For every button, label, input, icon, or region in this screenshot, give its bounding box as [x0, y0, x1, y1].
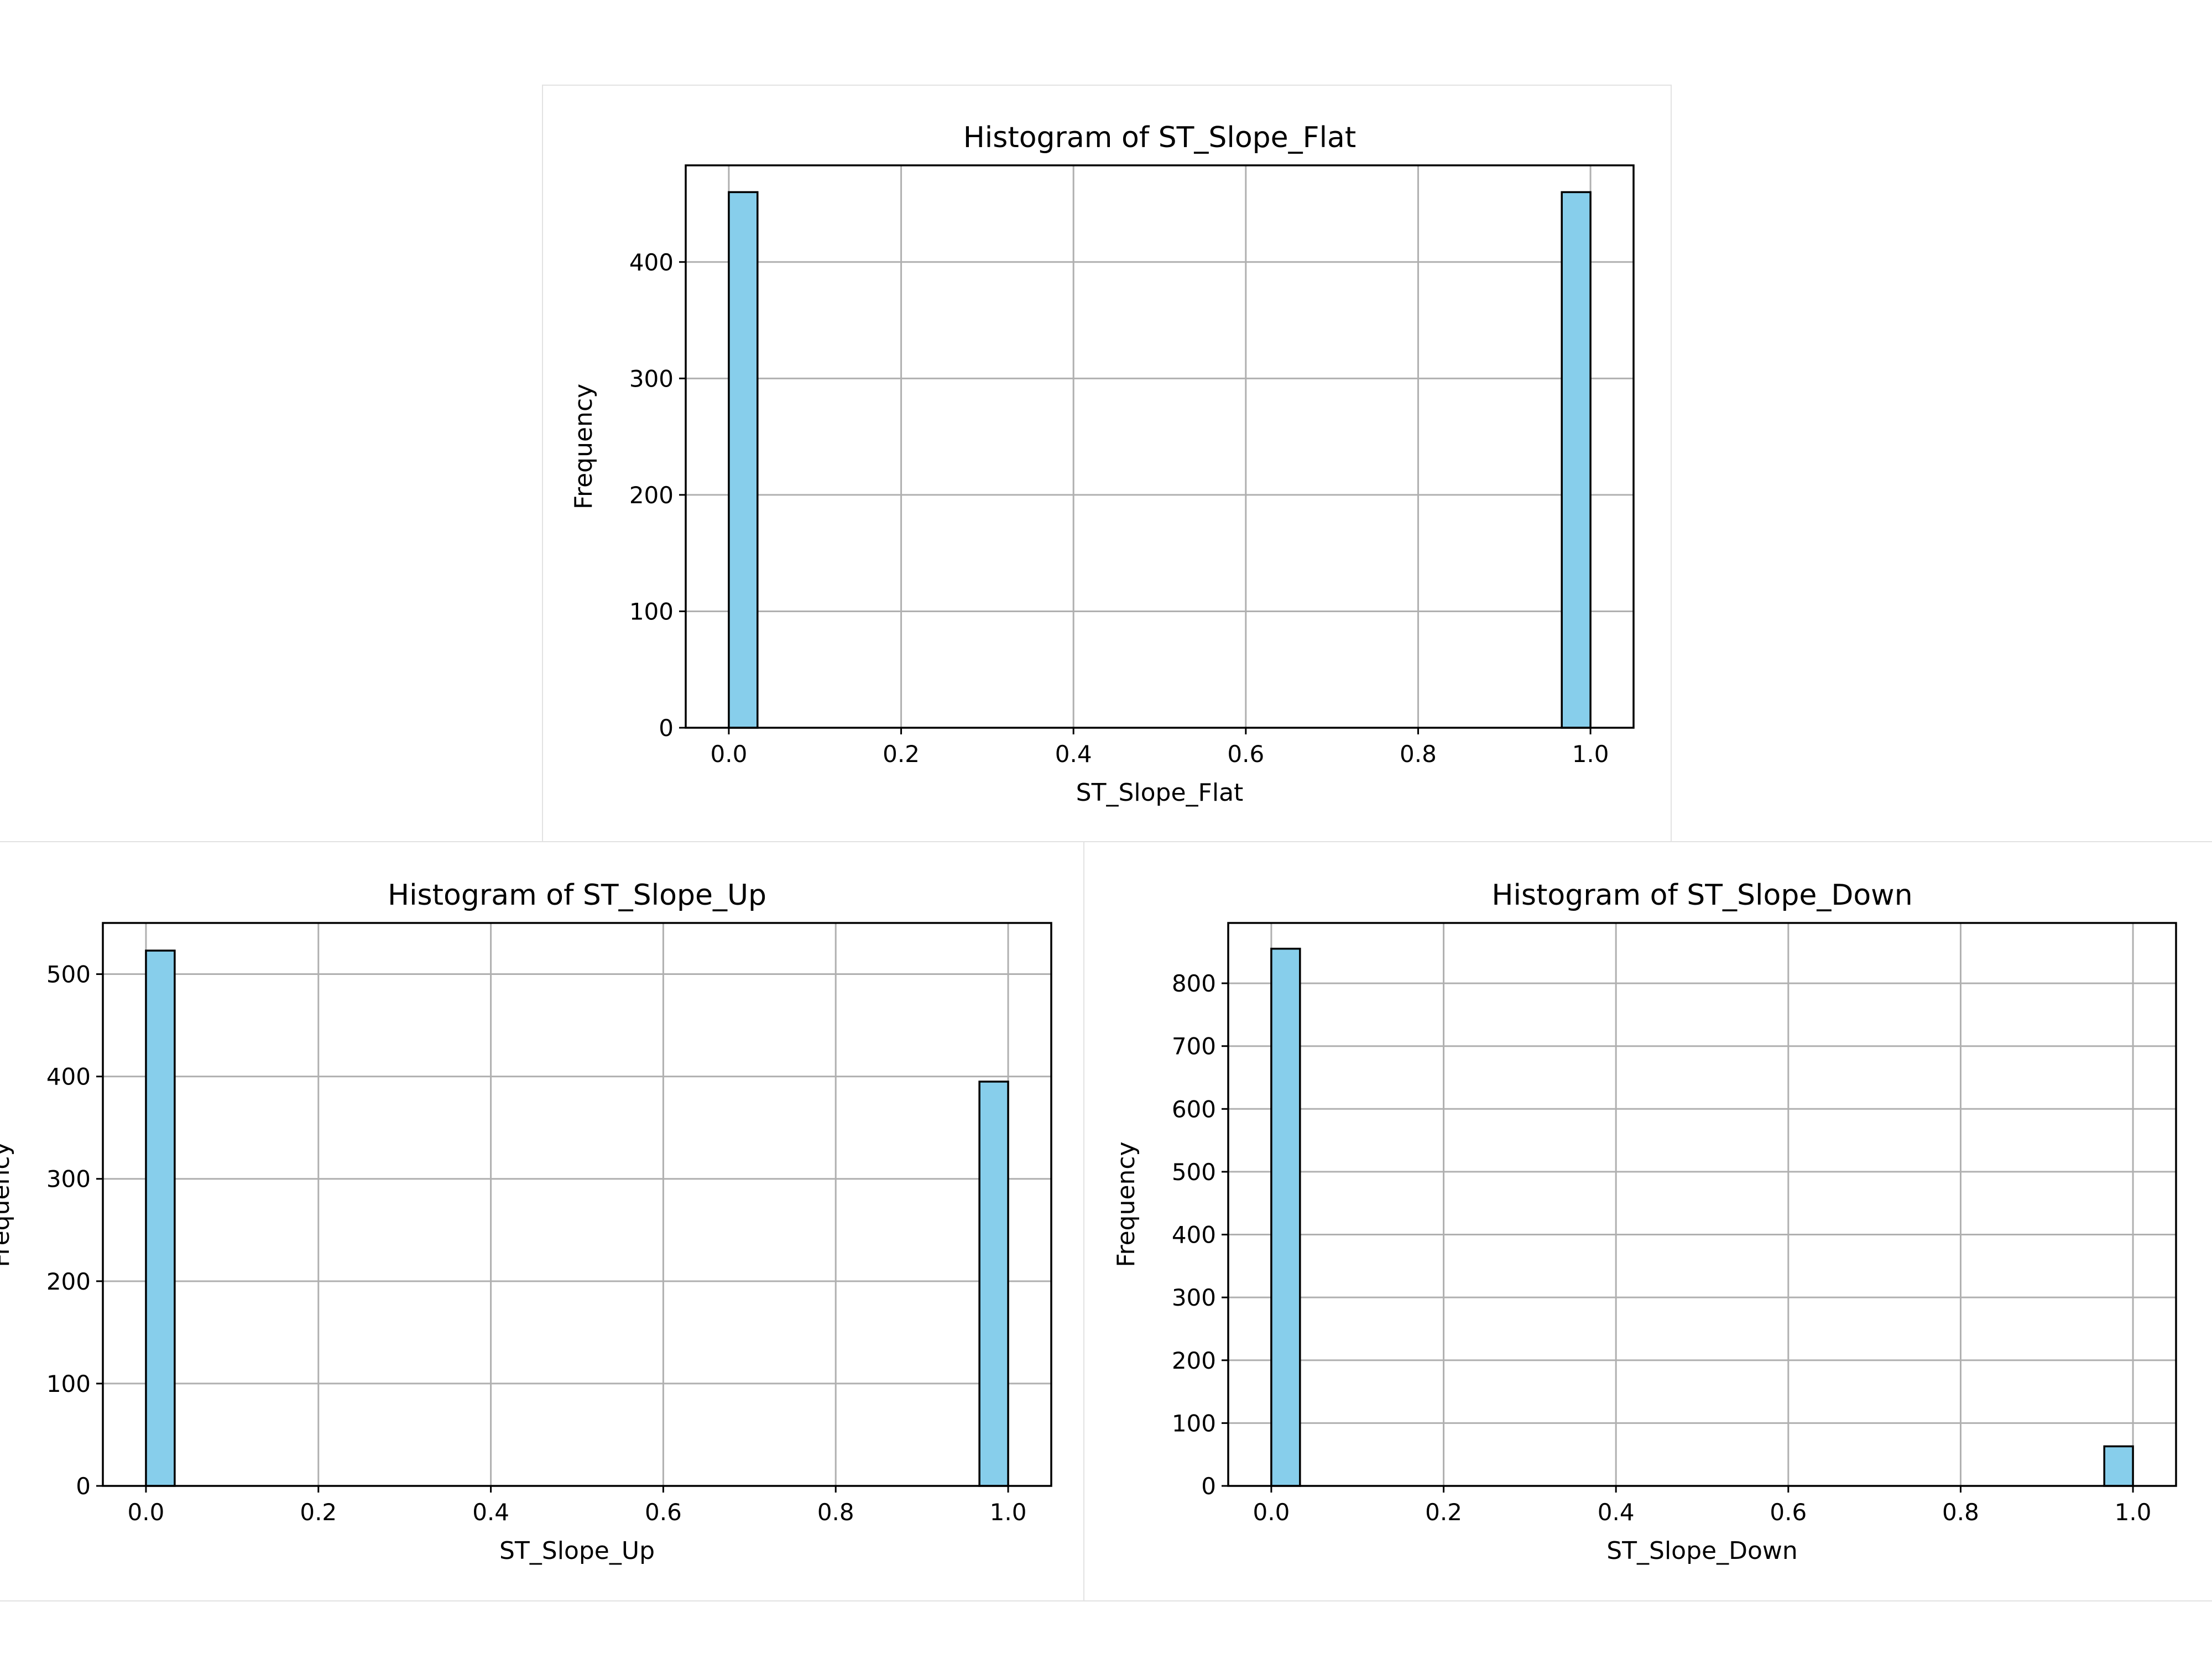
histogram-bar	[2103, 1445, 2134, 1487]
histogram-panel-st-slope-up: 0.0 0.2 0.4 0.6 0.8 1.0 0 100 200 300 400 500 Histo…	[0, 841, 1084, 1601]
y-axis-label: Frequency	[0, 1141, 15, 1267]
histogram-st-slope-flat: 0.0 0.2 0.4 0.6 0.8 1.0 0 100 200 300 400 Histogra…	[570, 121, 1635, 807]
y-tick-label: 100	[629, 598, 674, 625]
x-tick-label: 0.0	[128, 1499, 165, 1526]
x-tick-label: 0.8	[1942, 1499, 1979, 1526]
histogram-bar	[728, 191, 759, 729]
x-tick-label: 0.8	[817, 1499, 854, 1526]
y-axis-label: Frequency	[570, 384, 598, 509]
histogram-bar	[978, 1081, 1009, 1487]
y-tick-label: 400	[1172, 1222, 1216, 1249]
x-tick-label: 0.8	[1400, 740, 1437, 768]
x-tick-label: 1.0	[990, 1499, 1027, 1526]
y-tick-label: 0	[659, 714, 674, 742]
histogram-bar	[145, 950, 176, 1487]
y-tick-label: 100	[46, 1370, 91, 1397]
y-tick-label: 200	[46, 1268, 91, 1295]
chart-title: Histogram of ST_Slope_Flat	[963, 121, 1357, 154]
x-tick-label: 0.0	[711, 740, 748, 768]
x-tick-label: 0.4	[1598, 1499, 1635, 1526]
x-axis-label: ST_Slope_Down	[1606, 1537, 1798, 1565]
plot-frame	[685, 164, 1635, 729]
y-tick-label: 0	[76, 1473, 91, 1500]
y-tick-label: 400	[46, 1063, 91, 1091]
x-tick-label: 1.0	[2115, 1499, 2152, 1526]
y-tick-label: 700	[1172, 1033, 1216, 1060]
y-tick-label: 800	[1172, 970, 1216, 997]
x-axis-label: ST_Slope_Flat	[1076, 779, 1244, 807]
histogram-st-slope-up: 0.0 0.2 0.4 0.6 0.8 1.0 0 100 200 300 400 500 Histo…	[0, 879, 1052, 1565]
x-tick-label: 0.4	[472, 1499, 509, 1526]
x-tick-label: 0.4	[1055, 740, 1092, 768]
x-tick-label: 0.6	[1227, 740, 1264, 768]
x-tick-label: 0.6	[645, 1499, 682, 1526]
histogram-st-slope-down: 0.0 0.2 0.4 0.6 0.8 1.0 0 100 200 300 400 500 600 700…	[1112, 879, 2177, 1565]
x-tick-label: 0.2	[300, 1499, 337, 1526]
plot-frame	[1227, 922, 2177, 1487]
chart-title: Histogram of ST_Slope_Down	[1491, 879, 1912, 912]
chart-title: Histogram of ST_Slope_Up	[388, 879, 766, 912]
y-tick-label: 200	[629, 482, 674, 509]
y-tick-label: 200	[1172, 1347, 1216, 1374]
y-tick-label: 300	[629, 365, 674, 392]
plot-frame	[102, 922, 1052, 1487]
x-axis-label: ST_Slope_Up	[499, 1537, 655, 1565]
y-tick-label: 400	[629, 249, 674, 276]
y-tick-label: 500	[46, 961, 91, 988]
histogram-bar	[1561, 191, 1592, 729]
y-tick-label: 500	[1172, 1159, 1216, 1186]
histogram-panel-st-slope-flat: 0.0 0.2 0.4 0.6 0.8 1.0 0 100 200 300 400 Histogra…	[542, 85, 1672, 842]
x-tick-label: 0.2	[1425, 1499, 1462, 1526]
x-tick-label: 0.6	[1770, 1499, 1807, 1526]
histogram-panel-st-slope-down: 0.0 0.2 0.4 0.6 0.8 1.0 0 100 200 300 400 500 600 700…	[1083, 841, 2212, 1601]
y-axis-label: Frequency	[1112, 1141, 1140, 1267]
x-tick-label: 1.0	[1572, 740, 1609, 768]
y-tick-label: 600	[1172, 1095, 1216, 1123]
x-tick-label: 0.2	[883, 740, 920, 768]
histogram-bar	[1270, 947, 1301, 1487]
y-tick-label: 100	[1172, 1410, 1216, 1437]
y-tick-label: 300	[46, 1166, 91, 1193]
y-tick-label: 300	[1172, 1284, 1216, 1311]
y-tick-label: 0	[1201, 1473, 1216, 1500]
x-tick-label: 0.0	[1253, 1499, 1290, 1526]
